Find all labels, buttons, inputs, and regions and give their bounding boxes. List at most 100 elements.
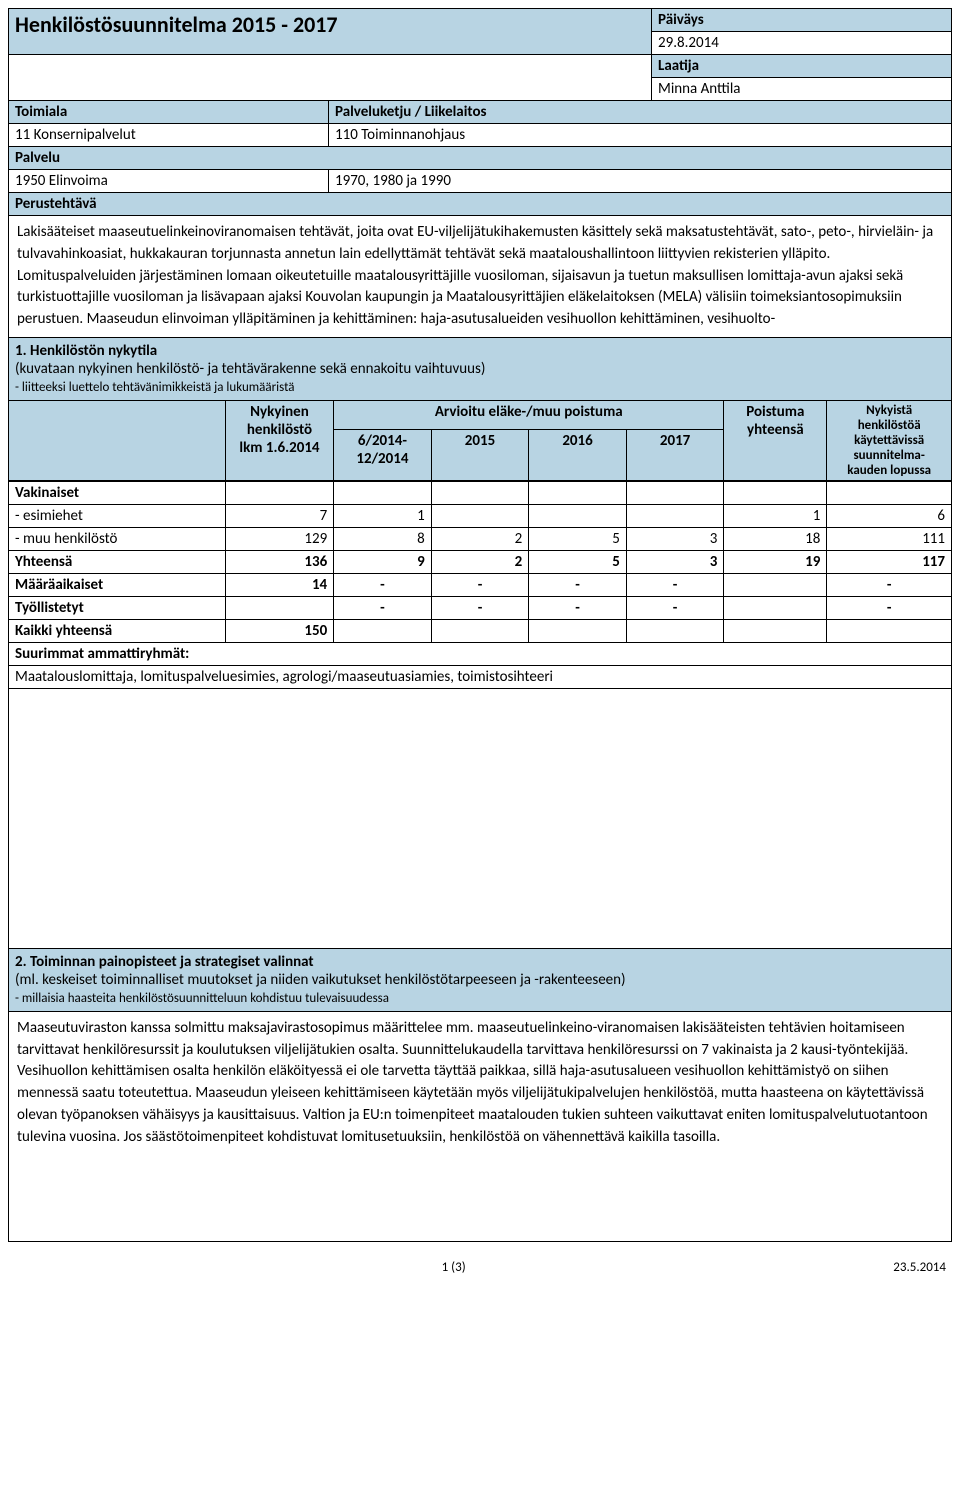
palvelu-label: Palvelu [9,147,952,170]
table-row: Vakinaiset [9,481,952,504]
cell: 5 [529,527,627,550]
toimiala-col2: Palveluketju / Liikelaitos [329,101,952,124]
document-title: Henkilöstösuunnitelma 2015 - 2017 [9,9,652,55]
section1-title: 1. Henkilöstön nykytila [15,342,157,360]
cell [529,504,627,527]
section1-sub1: (kuvataan nykyinen henkilöstö- ja tehtäv… [15,360,485,378]
section2-sub1: (ml. keskeiset toiminnalliset muutokset … [15,971,626,989]
section2-body: Maaseutuviraston kanssa solmittu maksaja… [8,1012,952,1242]
cell [724,596,827,619]
cell [626,481,724,504]
cell: 2 [431,550,529,573]
cell [827,481,952,504]
col-period: 6/2014-12/2014 [334,429,432,480]
cell: - [626,573,724,596]
row-label: - esimiehet [9,504,226,527]
row-label: Yhteensä [9,550,226,573]
footer-date: 23.5.2014 [893,1260,946,1275]
cell: 5 [529,550,627,573]
cell: 150 [225,619,333,642]
cell: 136 [225,550,333,573]
cell: 117 [827,550,952,573]
row-label: Määräaikaiset [9,573,226,596]
cell: 7 [225,504,333,527]
cell: 3 [626,527,724,550]
cell: - [827,573,952,596]
perustehtava-label: Perustehtävä [9,193,952,216]
cell: 1 [334,504,432,527]
personnel-table: Vakinaiset- esimiehet7116- muu henkilöst… [8,481,952,689]
table-row: Määräaikaiset14----- [9,573,952,596]
perustehtava-text: Lakisääteiset maaseutuelinkeinoviranomai… [8,216,952,338]
cell [334,481,432,504]
col-poistuma-l1: Poistuma [746,403,804,421]
section1-sub2: - liitteeksi luettelo tehtävänimikkeistä… [15,380,295,395]
page-number: 1 (3) [442,1260,466,1275]
section2-sub2: - millaisia haasteita henkilöstösuunnitt… [15,991,389,1006]
cell: 2 [431,527,529,550]
cell: - [529,596,627,619]
cell: - [529,573,627,596]
cell: - [431,573,529,596]
col-nykyista-l4: suunnitelma- [853,448,924,463]
row-label: Työllistetyt [9,596,226,619]
cell: 6 [827,504,952,527]
section1-header: 1. Henkilöstön nykytila (kuvataan nykyin… [8,337,952,481]
cell [225,481,333,504]
cell: 111 [827,527,952,550]
cell: 19 [724,550,827,573]
cell: - [334,596,432,619]
cell [225,596,333,619]
col-2016: 2016 [529,429,627,480]
col-poistuma-l2: yhteensä [747,421,804,439]
table-row: Kaikki yhteensä150 [9,619,952,642]
suurimmat-label: Suurimmat ammattiryhmät: [9,642,952,665]
section2-header: 2. Toiminnan painopisteet ja strategiset… [8,948,952,1012]
table-row: - esimiehet7116 [9,504,952,527]
cell: - [827,596,952,619]
col-nykyista-l1: Nykyistä [866,403,912,418]
cell [431,504,529,527]
cell [626,619,724,642]
cell [626,504,724,527]
col-2017: 2017 [626,429,724,480]
table-row: Työllistetyt----- [9,596,952,619]
cell [334,619,432,642]
cell [724,619,827,642]
col-nykyista-l2: henkilöstöä [858,418,921,433]
palvelu-val1: 1950 Elinvoima [9,170,329,193]
cell: 18 [724,527,827,550]
col-nykyinen-l2: henkilöstö [247,421,312,439]
laatija-value: Minna Anttila [652,78,952,101]
cell: 9 [334,550,432,573]
cell: - [334,573,432,596]
cell [724,481,827,504]
section1-spacer [8,689,952,949]
row-label: Vakinaiset [9,481,226,504]
cell [827,619,952,642]
cell [529,481,627,504]
col-nykyista-l5: kauden lopussa [847,463,931,478]
cell: 14 [225,573,333,596]
table-row: Yhteensä136925319117 [9,550,952,573]
row-label: - muu henkilöstö [9,527,226,550]
col-nykyista-l3: käytettävissä [854,433,924,448]
cell: 1 [724,504,827,527]
toimiala-label: Toimiala [9,101,329,124]
cell [431,481,529,504]
cell: 129 [225,527,333,550]
table-row: - muu henkilöstö129825318111 [9,527,952,550]
col-2015: 2015 [431,429,529,480]
cell: 8 [334,527,432,550]
palvelu-val2: 1970, 1980 ja 1990 [329,170,952,193]
section2-title: 2. Toiminnan painopisteet ja strategiset… [15,953,314,971]
paivays-label: Päiväys [652,9,952,32]
row-label: Kaikki yhteensä [9,619,226,642]
toimiala-val2: 110 Toiminnanohjaus [329,124,952,147]
toimiala-val1: 11 Konsernipalvelut [9,124,329,147]
cell [431,619,529,642]
cell: - [431,596,529,619]
cell [529,619,627,642]
col-nykyinen-l1: Nykyinen [250,403,309,421]
cell: - [626,596,724,619]
